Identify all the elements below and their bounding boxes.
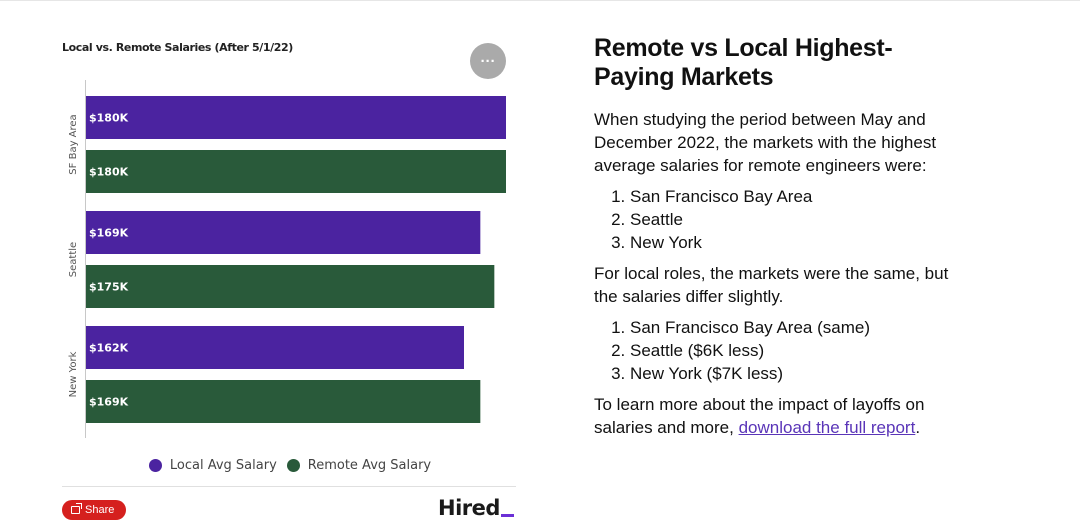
legend-label-local: Local Avg Salary [169,458,277,473]
brand-wordmark: Hired [438,496,500,520]
list-item: San Francisco Bay Area [630,185,954,208]
article-outro: To learn more about the impact of layoff… [594,393,954,439]
category-label-sf-bay-area: SF Bay Area [68,114,79,174]
ellipsis-icon: ··· [480,52,496,70]
bar-new-york-local[interactable] [86,326,464,369]
category-label-seattle: Seattle [68,242,79,277]
bar-seattle-remote[interactable] [86,265,495,308]
list-item: New York [630,231,954,254]
local-intro: For local roles, the markets were the sa… [594,264,949,306]
bar-new-york-remote[interactable] [86,380,481,423]
local-markets-list: San Francisco Bay Area (same) Seattle ($… [594,316,954,385]
data-label-seattle-local: $169K [89,227,129,240]
article-intro: When studying the period between May and… [594,110,937,175]
article: Remote vs Local Highest-Paying Markets W… [594,34,954,447]
legend-item-local[interactable]: Local Avg Salary [148,458,277,473]
bar-sf-bay-area-local[interactable] [86,96,506,139]
share-button[interactable]: Share [62,500,127,520]
share-label: Share [85,504,115,516]
list-item: New York ($7K less) [630,362,954,385]
bar-sf-bay-area-remote[interactable] [86,150,506,193]
bar-seattle-local[interactable] [86,211,481,254]
bar-chart: $180K $180K SF Bay Area $169K $175K Seattle $1… [68,80,506,438]
data-label-seattle-remote: $175K [89,281,129,294]
legend-label-remote: Remote Avg Salary [307,458,432,473]
list-item: Seattle ($6K less) [630,339,954,362]
more-options-button[interactable]: ··· [470,43,506,79]
legend-item-remote[interactable]: Remote Avg Salary [286,458,432,473]
list-item: Seattle [630,208,954,231]
remote-markets-list: San Francisco Bay Area Seattle New York [594,185,954,254]
category-label-new-york: New York [68,351,79,397]
outro-period: . [915,418,921,437]
data-label-sf-bay-area-remote: $180K [89,166,129,179]
outro-text: To learn more about the impact of layoff… [594,395,925,437]
legend-swatch-local [148,459,162,472]
chart-legend: Local Avg Salary Remote Avg Salary [62,458,518,473]
chart-title: Local vs. Remote Salaries (After 5/1/22) [62,41,293,54]
data-label-new-york-remote: $169K [89,396,129,409]
chart-footer-divider [62,486,516,487]
legend-swatch-remote [286,459,300,472]
logo-cursor-mark [500,514,514,517]
article-title: Remote vs Local Highest-Paying Markets [594,34,893,91]
list-item: San Francisco Bay Area (same) [630,316,954,339]
share-icon [71,503,82,514]
data-label-sf-bay-area-local: $180K [89,112,129,125]
hired-logo[interactable]: Hired [438,496,514,520]
chart-panel: $180K $180K SF Bay Area $169K $175K Seattle $1… [62,36,518,526]
top-divider [0,0,1080,1]
download-report-link[interactable]: download the full report [738,418,916,437]
data-label-new-york-local: $162K [89,342,129,355]
